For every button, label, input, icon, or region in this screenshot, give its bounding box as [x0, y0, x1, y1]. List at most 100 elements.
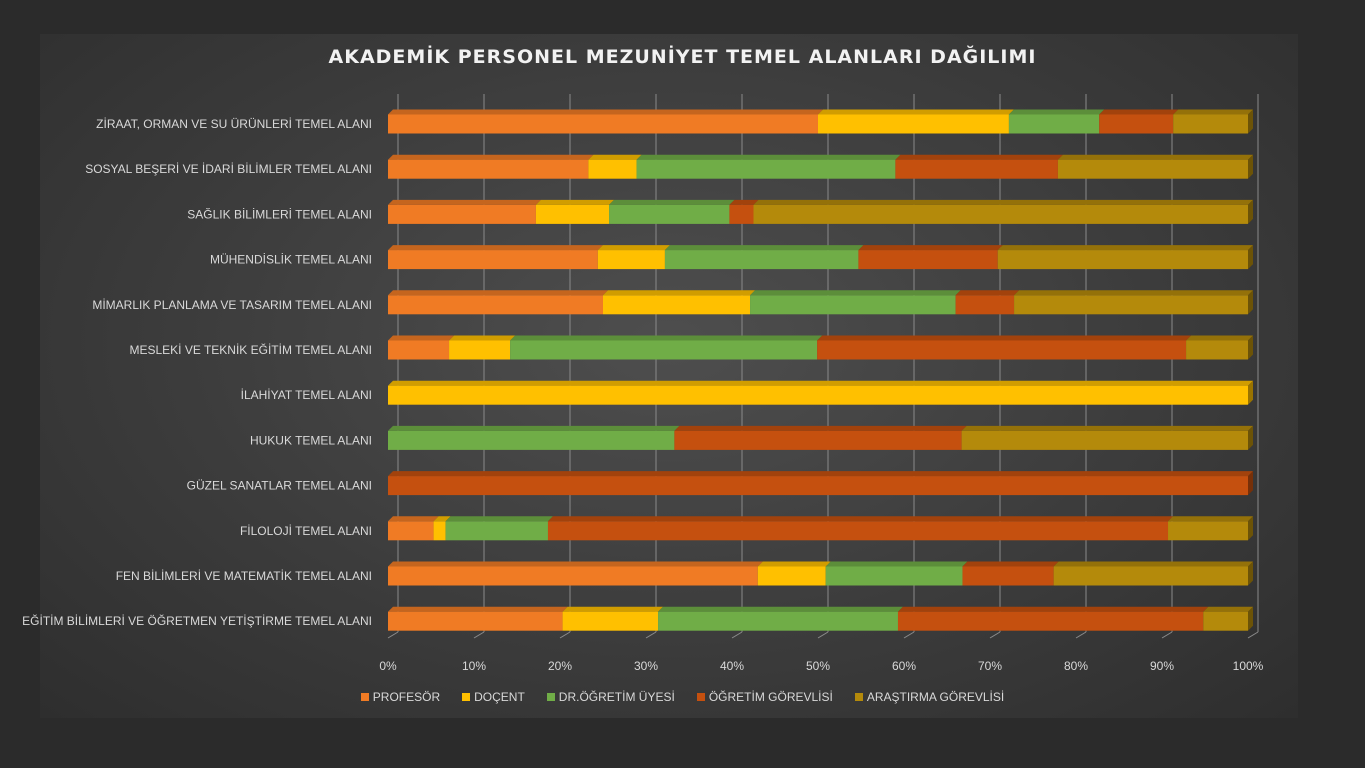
bar-top-face: [1057, 154, 1253, 160]
bar-segment: [535, 204, 610, 224]
category-label: MÜHENDİSLİK TEMEL ALANI: [210, 253, 372, 267]
bar-side-face: [1248, 516, 1253, 541]
bar-segment: [962, 566, 1054, 586]
category-label: FİLOLOJİ TEMEL ALANI: [240, 524, 372, 538]
bar-segment: [433, 521, 446, 541]
bar-top-face: [1014, 290, 1253, 296]
bar-segment: [825, 566, 963, 586]
bar-top-face: [664, 245, 864, 251]
bar-segment: [1099, 114, 1174, 134]
chart-area: [40, 34, 1298, 718]
bar-top-face: [674, 425, 967, 431]
bar-top-face: [955, 290, 1020, 296]
bar-side-face: [1248, 380, 1253, 405]
bar-segment: [1186, 340, 1248, 360]
legend-item: PROFESÖR: [360, 690, 440, 704]
gridline-floor: [903, 631, 915, 639]
bar-top-face: [1203, 606, 1253, 612]
bar-segment: [547, 521, 1169, 541]
bar-side-face: [1248, 425, 1253, 450]
bar-segment: [388, 430, 675, 450]
gridline-floor: [559, 631, 571, 639]
bar-segment: [636, 159, 896, 179]
x-tick-label: 20%: [548, 659, 572, 673]
bar-segment: [1057, 159, 1248, 179]
bar-top-face: [388, 516, 439, 522]
bar-top-face: [729, 199, 759, 205]
bar-segment: [388, 521, 434, 541]
bar-top-face: [562, 606, 664, 612]
category-label: ZİRAAT, ORMAN VE SU ÜRÜNLERİ TEMEL ALANI: [96, 117, 372, 131]
bar-segment: [388, 385, 1248, 405]
bar-top-face: [818, 109, 1014, 115]
gridline-floor: [1075, 631, 1087, 639]
bar-segment: [388, 204, 536, 224]
legend-item: ARAŞTIRMA GÖREVLİSİ: [854, 690, 1004, 704]
category-label: HUKUK TEMEL ALANI: [250, 433, 372, 447]
legend-item: DR.ÖĞRETİM ÜYESİ: [546, 690, 675, 704]
bar-segment: [388, 295, 603, 315]
bar-side-face: [1248, 154, 1253, 179]
bar-top-face: [388, 606, 568, 612]
bar-top-face: [388, 290, 608, 296]
gridline-floor: [1247, 631, 1259, 639]
bar-side-face: [1248, 290, 1253, 315]
legend-swatch: [696, 693, 705, 701]
legend-label: ÖĞRETİM GÖREVLİSİ: [708, 690, 833, 704]
bar-top-face: [445, 516, 553, 522]
bar-segment: [388, 159, 589, 179]
bar-top-face: [897, 606, 1209, 612]
bar-side-face: [1248, 109, 1253, 134]
legend-label: DR.ÖĞRETİM ÜYESİ: [558, 690, 675, 704]
bar-segment: [961, 430, 1248, 450]
gridline-floor: [387, 631, 399, 639]
x-tick-label: 90%: [1150, 659, 1174, 673]
bar-top-face: [895, 154, 1063, 160]
bar-segment: [388, 611, 563, 631]
bar-top-face: [753, 199, 1253, 205]
bar-segment: [817, 340, 1187, 360]
legend-item: ÖĞRETİM GÖREVLİSİ: [696, 690, 833, 704]
category-label: MESLEKİ VE TEKNİK EĞİTİM TEMEL ALANI: [129, 342, 372, 357]
bar-side-face: [1248, 245, 1253, 270]
category-label: SAĞLIK BİLİMLERİ TEMEL ALANI: [187, 206, 372, 221]
bar-segment: [388, 476, 1248, 496]
bar-segment: [388, 114, 818, 134]
bar-segment: [562, 611, 659, 631]
gridline-floor: [817, 631, 829, 639]
x-tick-label: 0%: [379, 659, 397, 673]
bar-segment: [449, 340, 511, 360]
bar-top-face: [636, 154, 901, 160]
bar-segment: [609, 204, 730, 224]
bar-segment: [588, 159, 637, 179]
category-label: İLAHİYAT TEMEL ALANI: [241, 388, 372, 402]
bar-top-face: [1186, 335, 1253, 341]
category-label: GÜZEL SANATLAR TEMEL ALANI: [187, 479, 372, 493]
bar-side-face: [1248, 199, 1253, 224]
bar-segment: [388, 250, 598, 270]
legend: PROFESÖR DOÇENT DR.ÖĞRETİM ÜYESİ ÖĞRETİM GÖ…: [0, 690, 1365, 704]
category-label: SOSYAL BEŞERİ VE İDARİ BİLİMLER TEMEL AL…: [85, 162, 372, 176]
gridline-floor: [1161, 631, 1173, 639]
bar-segment: [603, 295, 751, 315]
bar-segment: [664, 250, 859, 270]
bar-segment: [445, 521, 548, 541]
bar-top-face: [858, 245, 1003, 251]
bar-segment: [1008, 114, 1100, 134]
bar-top-face: [535, 199, 615, 205]
bar-top-face: [1053, 561, 1253, 567]
bar-segment: [388, 340, 450, 360]
chart-title: AKADEMİK PERSONEL MEZUNİYET TEMEL ALANLA…: [328, 46, 1037, 68]
legend-swatch: [360, 693, 369, 701]
legend-swatch: [854, 693, 863, 701]
bar-segment: [729, 204, 754, 224]
bar-top-face: [658, 606, 903, 612]
gridline-floor: [645, 631, 657, 639]
bar-segment: [510, 340, 818, 360]
bar-side-face: [1248, 471, 1253, 496]
bar-segment: [658, 611, 898, 631]
bar-top-face: [547, 516, 1174, 522]
bar-segment: [674, 430, 962, 450]
bar-top-face: [388, 425, 680, 431]
